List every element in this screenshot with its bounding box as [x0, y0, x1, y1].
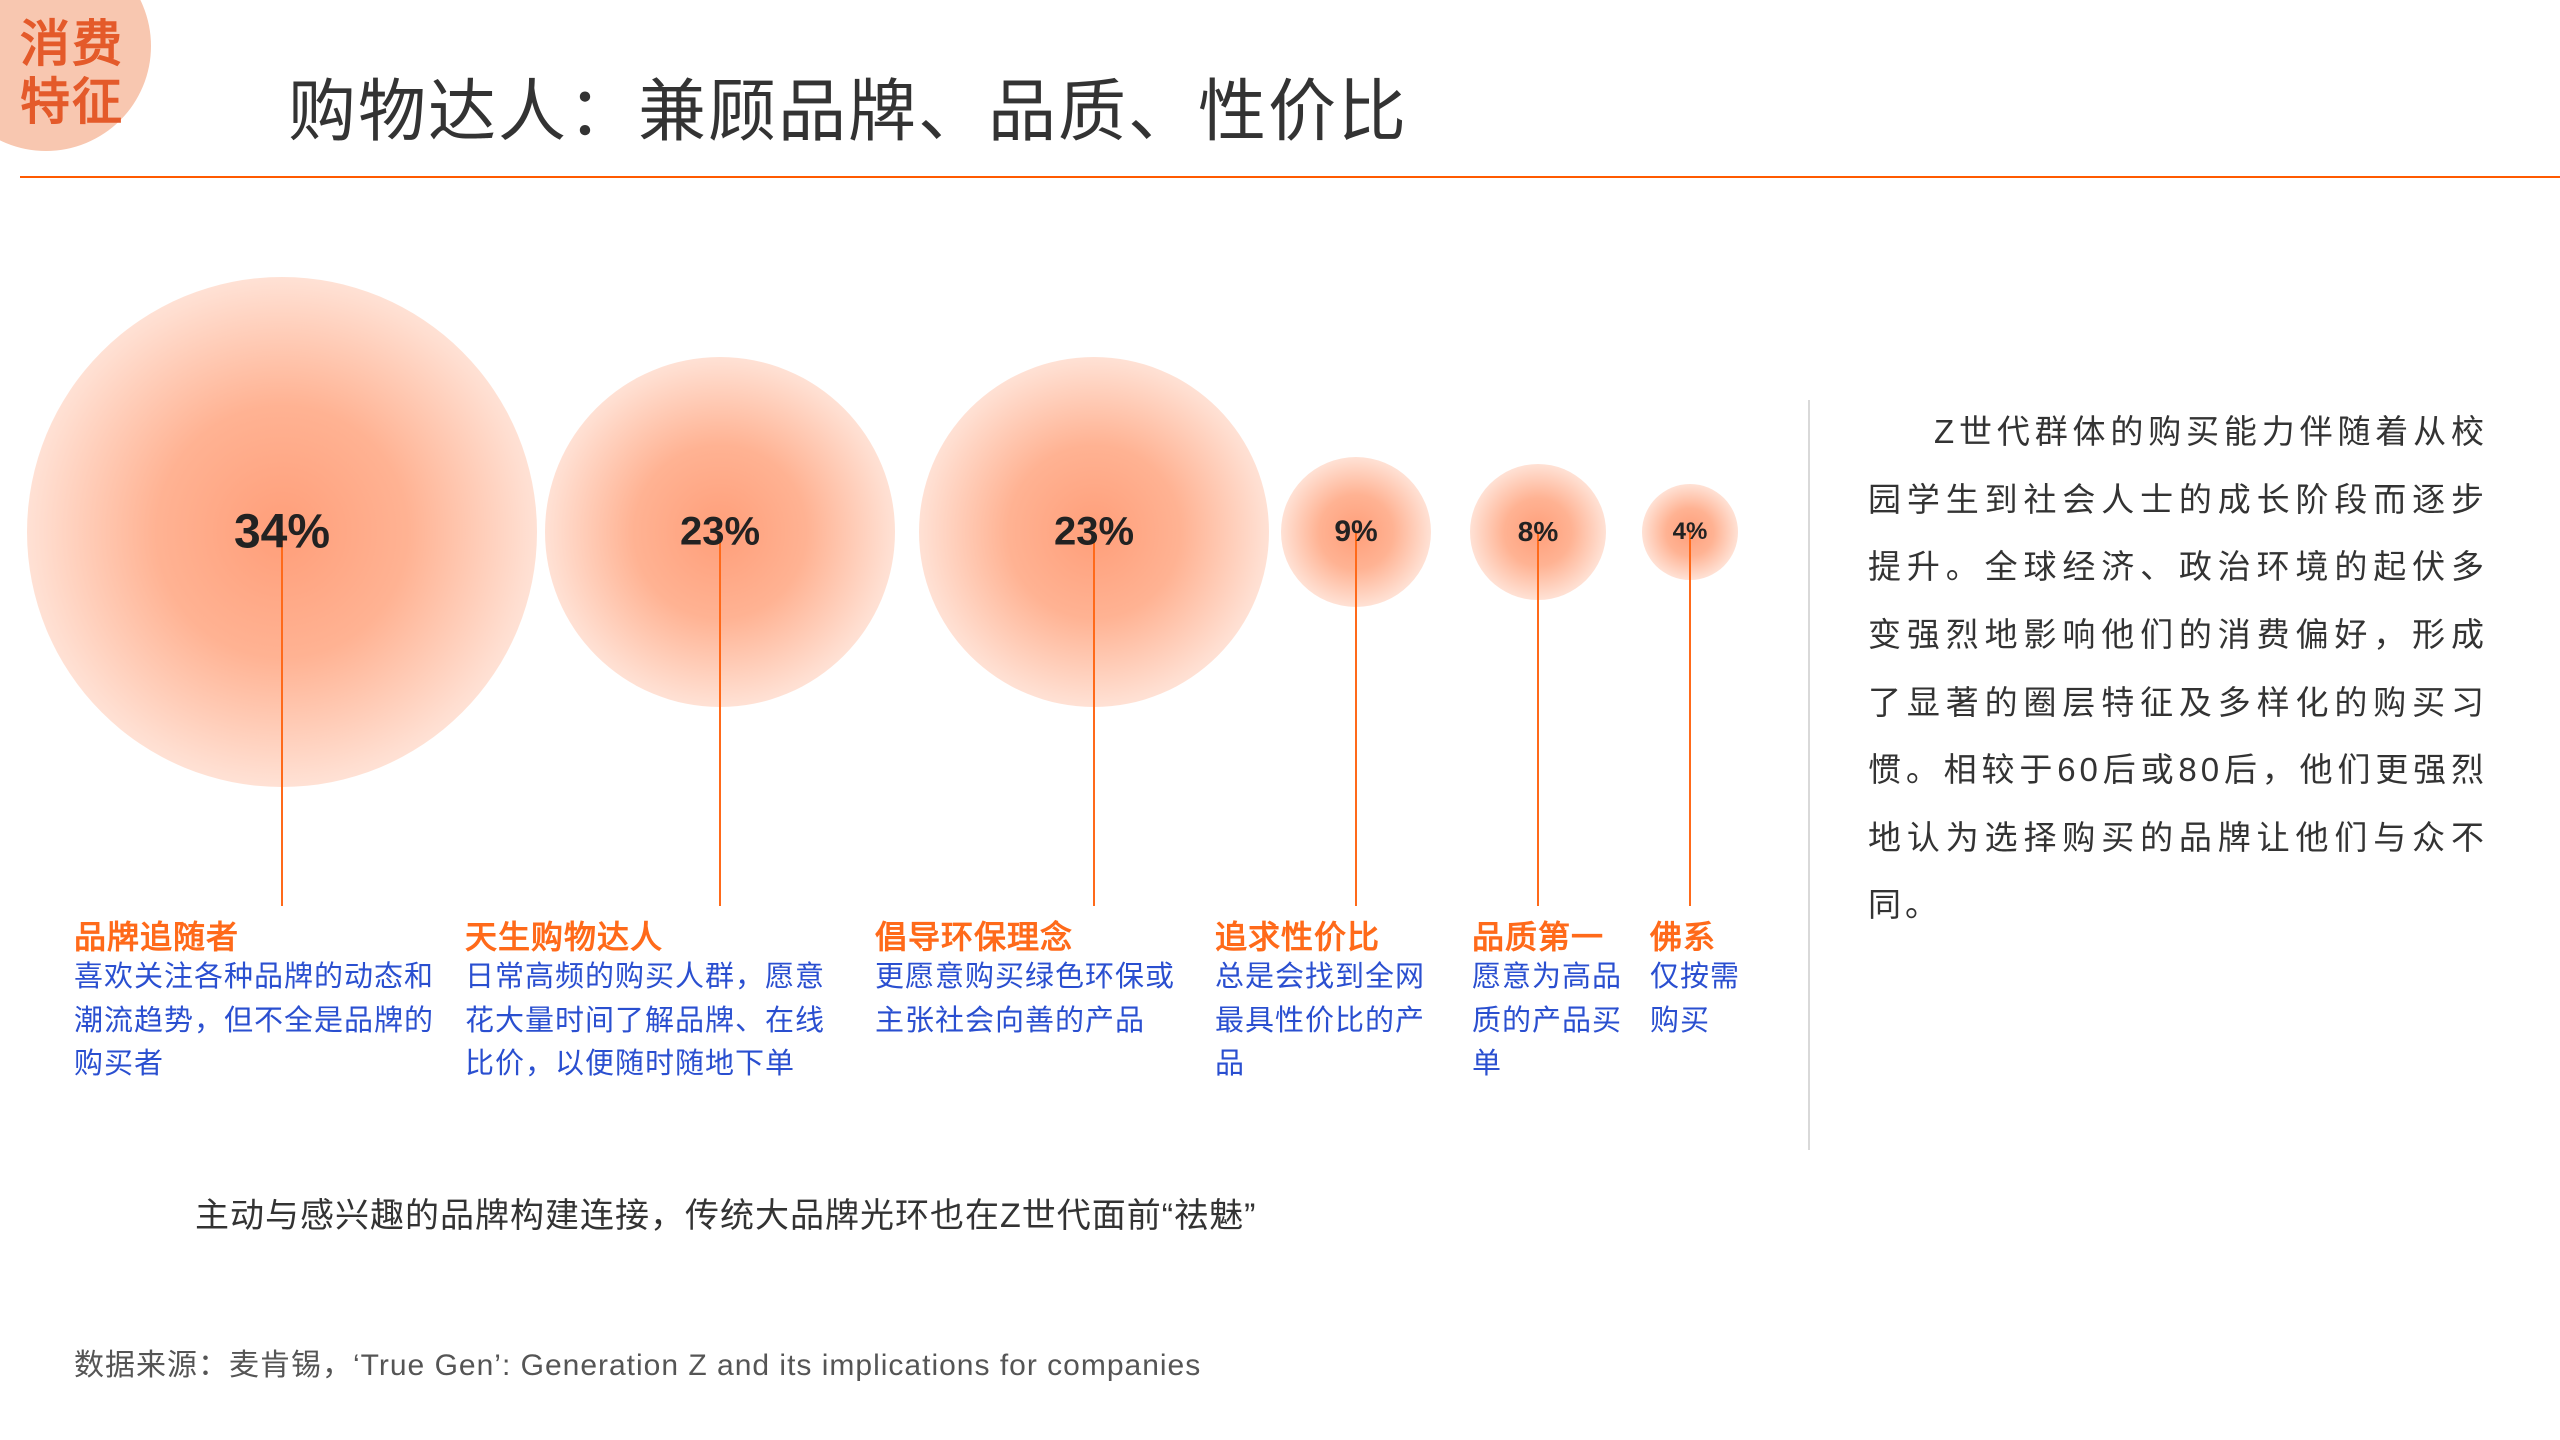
- bubble-stem: [1537, 532, 1539, 906]
- bubble-percent: 8%: [1518, 516, 1558, 548]
- bubble-stem: [719, 532, 721, 906]
- category-title: 追求性价比: [1215, 912, 1450, 958]
- category-title: 天生购物达人: [465, 912, 843, 958]
- category-title: 倡导环保理念: [875, 912, 1175, 958]
- bubble-percent: 23%: [1054, 510, 1134, 555]
- slide-title: 购物达人：兼顾品牌、品质、性价比: [288, 56, 1408, 155]
- data-source: 数据来源：麦肯锡，‘True Gen’: Generation Z and it…: [74, 1340, 1201, 1384]
- bubble-stem: [1355, 532, 1357, 906]
- category-desc: 愿意为高品质的产品买单: [1472, 956, 1624, 1087]
- category-title: 品质第一: [1472, 912, 1624, 958]
- category-desc: 日常高频的购买人群，愿意花大量时间了解品牌、在线比价，以便随时随地下单: [465, 956, 843, 1087]
- bubble-percent: 9%: [1334, 515, 1377, 549]
- category-title: 佛系: [1650, 912, 1760, 958]
- category-desc: 更愿意购买绿色环保或主张社会向善的产品: [875, 956, 1175, 1043]
- summary-text: 主动与感兴趣的品牌构建连接，传统大品牌光环也在Z世代面前“祛魅”: [195, 1188, 1256, 1237]
- badge-line1: 消费: [20, 16, 124, 72]
- bubble-percent: 4%: [1673, 518, 1708, 546]
- section-badge-label: 消费 特征: [20, 16, 124, 131]
- bubble-percent: 23%: [680, 510, 760, 555]
- bubble-stem: [281, 532, 283, 906]
- slide-root: 消费 特征 购物达人：兼顾品牌、品质、性价比 34% 品牌追随者喜欢关注各种品牌的…: [0, 0, 2560, 1440]
- vertical-divider: [1808, 400, 1810, 1150]
- title-rule: [20, 176, 2560, 178]
- bubble-percent: 34%: [234, 505, 330, 560]
- category-desc: 仅按需购买: [1650, 956, 1760, 1043]
- badge-line2: 特征: [20, 74, 124, 130]
- bubble-stem: [1093, 532, 1095, 906]
- bubble-stem: [1689, 532, 1691, 906]
- side-paragraph: Z世代群体的购买能力伴随着从校园学生到社会人士的成长阶段而逐步提升。全球经济、政…: [1868, 398, 2488, 939]
- category-desc: 喜欢关注各种品牌的动态和潮流趋势，但不全是品牌的购买者: [74, 956, 439, 1087]
- category-desc: 总是会找到全网最具性价比的产品: [1215, 956, 1450, 1087]
- category-title: 品牌追随者: [74, 912, 439, 958]
